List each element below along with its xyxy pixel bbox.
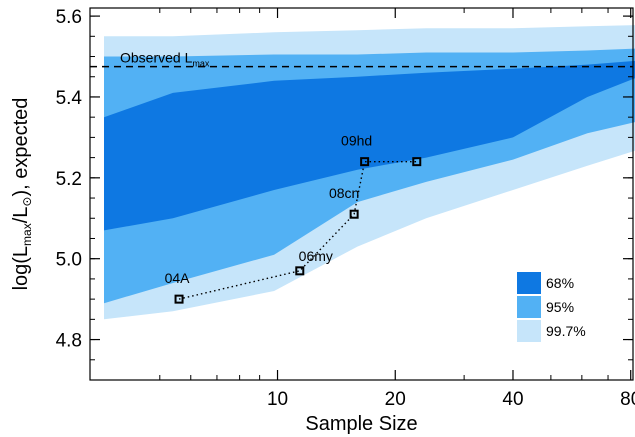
data-point-marker [360,157,370,167]
x-tick-label: 40 [502,389,523,410]
data-point-label: 06my [299,248,333,264]
data-point-marker [174,294,184,304]
x-tick-label: 10 [267,389,288,410]
confidence-bands [104,25,635,320]
data-point-marker [295,266,305,276]
legend-swatch [517,320,541,342]
plot-frame [89,7,634,381]
x-tick-label: 80 [620,389,635,410]
legend-label: 68% [546,275,574,291]
data-point-label: 08cn [329,185,359,201]
x-axis-title: Sample Size [305,413,417,435]
sample-path [178,160,417,300]
legend-swatch [517,296,541,318]
data-point-marker [349,209,359,219]
band-68 [104,60,635,231]
y-tick-label: 4.8 [56,331,82,352]
legend-swatch [517,272,541,294]
y-tick-label: 5.4 [56,88,83,109]
y-tick-label: 5.2 [56,169,82,190]
x-tick-label: 20 [385,389,406,410]
y-axis-title: log(Lmax/L⊙), expected [10,98,34,291]
data-point-label: 09hd [341,133,372,149]
observed-lmax-label: Observed Lmax [120,50,210,69]
data-points: 04A 06my 08cn 09hd [165,133,422,304]
data-point-marker [412,157,422,167]
data-point-label: 04A [165,270,191,286]
legend-label: 95% [546,299,574,315]
y-tick-label: 5.6 [56,7,82,28]
axis-ticks: 4.8 5.0 5.2 5.4 5.6 10 20 40 80 [56,7,635,410]
legend-label: 99.7% [546,323,586,339]
y-tick-label: 5.0 [56,250,82,271]
legend: 68% 95% 99.7% [517,272,586,342]
